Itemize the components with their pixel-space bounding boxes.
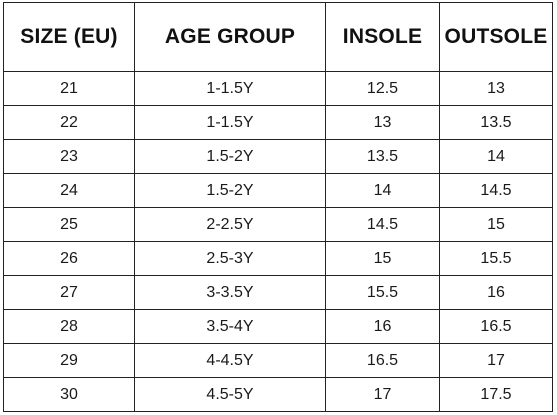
cell-age-group: 4.5-5Y <box>134 377 326 412</box>
cell-size-eu: 30 <box>3 377 135 412</box>
table-row: 24 1.5-2Y 14 14.5 <box>3 173 553 208</box>
cell-age-group: 1-1.5Y <box>134 71 326 106</box>
cell-outsole: 13.5 <box>439 105 553 140</box>
table-row: 21 1-1.5Y 12.5 13 <box>3 71 553 106</box>
cell-age-group: 1.5-2Y <box>134 173 326 208</box>
header-insole: INSOLE <box>325 2 440 72</box>
cell-insole: 14.5 <box>325 207 440 242</box>
cell-size-eu: 22 <box>3 105 135 140</box>
header-outsole: OUTSOLE <box>439 2 553 72</box>
cell-age-group: 2.5-3Y <box>134 241 326 276</box>
table-row: 30 4.5-5Y 17 17.5 <box>3 377 553 412</box>
cell-outsole: 14 <box>439 139 553 174</box>
cell-size-eu: 29 <box>3 343 135 378</box>
cell-age-group: 1-1.5Y <box>134 105 326 140</box>
header-age-group: AGE GROUP <box>134 2 326 72</box>
cell-insole: 17 <box>325 377 440 412</box>
cell-outsole: 16 <box>439 275 553 310</box>
cell-outsole: 17 <box>439 343 553 378</box>
table-header-row: SIZE (EU) AGE GROUP INSOLE OUTSOLE <box>3 2 553 72</box>
cell-insole: 16 <box>325 309 440 344</box>
cell-size-eu: 23 <box>3 139 135 174</box>
cell-outsole: 16.5 <box>439 309 553 344</box>
cell-outsole: 13 <box>439 71 553 106</box>
cell-insole: 12.5 <box>325 71 440 106</box>
cell-age-group: 1.5-2Y <box>134 139 326 174</box>
table-row: 22 1-1.5Y 13 13.5 <box>3 105 553 140</box>
cell-outsole: 15.5 <box>439 241 553 276</box>
table-row: 25 2-2.5Y 14.5 15 <box>3 207 553 242</box>
cell-age-group: 4-4.5Y <box>134 343 326 378</box>
cell-size-eu: 25 <box>3 207 135 242</box>
cell-insole: 15 <box>325 241 440 276</box>
table-row: 28 3.5-4Y 16 16.5 <box>3 309 553 344</box>
cell-size-eu: 27 <box>3 275 135 310</box>
cell-size-eu: 28 <box>3 309 135 344</box>
cell-age-group: 2-2.5Y <box>134 207 326 242</box>
table-body: 21 1-1.5Y 12.5 13 22 1-1.5Y 13 13.5 23 1… <box>3 71 553 412</box>
cell-age-group: 3.5-4Y <box>134 309 326 344</box>
table-row: 26 2.5-3Y 15 15.5 <box>3 241 553 276</box>
cell-insole: 14 <box>325 173 440 208</box>
cell-size-eu: 24 <box>3 173 135 208</box>
cell-outsole: 14.5 <box>439 173 553 208</box>
cell-size-eu: 21 <box>3 71 135 106</box>
header-size-eu: SIZE (EU) <box>3 2 135 72</box>
table-row: 23 1.5-2Y 13.5 14 <box>3 139 553 174</box>
cell-size-eu: 26 <box>3 241 135 276</box>
size-chart-container: SIZE (EU) AGE GROUP INSOLE OUTSOLE 21 1-… <box>3 2 553 412</box>
table-row: 29 4-4.5Y 16.5 17 <box>3 343 553 378</box>
cell-insole: 13.5 <box>325 139 440 174</box>
cell-insole: 15.5 <box>325 275 440 310</box>
cell-insole: 16.5 <box>325 343 440 378</box>
cell-age-group: 3-3.5Y <box>134 275 326 310</box>
size-chart-table: SIZE (EU) AGE GROUP INSOLE OUTSOLE 21 1-… <box>3 2 553 412</box>
cell-insole: 13 <box>325 105 440 140</box>
table-row: 27 3-3.5Y 15.5 16 <box>3 275 553 310</box>
cell-outsole: 17.5 <box>439 377 553 412</box>
cell-outsole: 15 <box>439 207 553 242</box>
